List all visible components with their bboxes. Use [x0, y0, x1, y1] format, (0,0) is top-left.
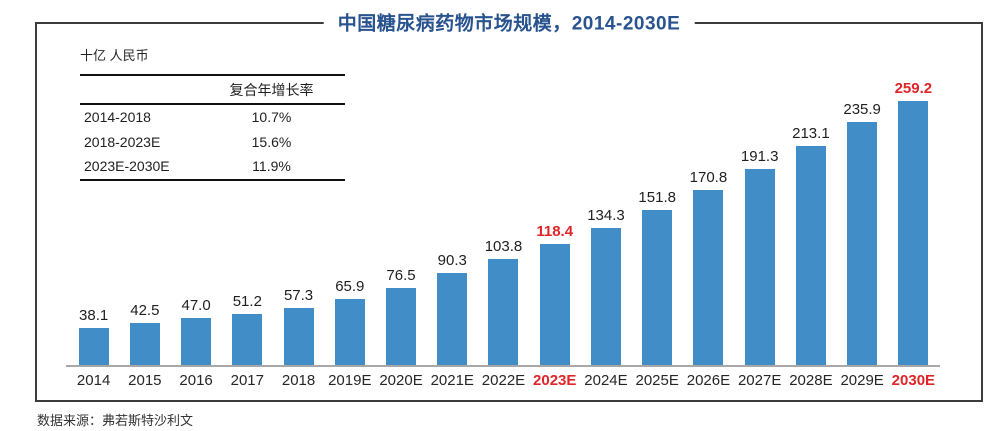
x-axis-tick-label: 2023E: [533, 372, 577, 389]
bar: [642, 209, 673, 367]
bar-slot: 118.4: [529, 80, 580, 367]
bar-value-label: 38.1: [79, 306, 109, 324]
bar-slot: 47.0: [170, 80, 221, 367]
bar-slot: 103.8: [478, 80, 529, 367]
x-axis-tick-label: 2014: [76, 372, 111, 389]
x-axis-tick-label: 2024E: [584, 372, 628, 389]
bar: [386, 287, 417, 367]
x-axis-tick-label: 2017: [230, 372, 264, 389]
bar-slot: 191.3: [734, 80, 785, 367]
bar-slot: 42.5: [119, 80, 170, 367]
x-axis-tick-label: 2025E: [635, 372, 679, 389]
bar-slot: 38.1: [68, 80, 119, 367]
bar-value-label: 51.2: [232, 292, 262, 310]
x-axis-tick-label: 2020E: [379, 372, 423, 389]
bar-slot: 235.9: [837, 80, 888, 367]
cagr-table: 复合年增长率 2014-2018 10.7% 2018-2023E 15.6% 2023…: [80, 74, 345, 181]
x-axis-tick-label: 2018: [281, 372, 316, 389]
bar: [334, 298, 365, 367]
cagr-table-row: 2018-2023E 15.6%: [80, 130, 345, 155]
bar-value-label: 170.8: [689, 168, 728, 186]
bar-value-label: 42.5: [130, 301, 160, 319]
bar-slot: 65.9: [324, 80, 375, 367]
bar-slot: 57.3: [273, 80, 324, 367]
bar: [590, 227, 621, 367]
bar-value-label: 213.1: [792, 124, 830, 142]
x-axis-tick-label: 2030E: [891, 372, 936, 389]
bar: [78, 327, 109, 367]
bar: [437, 273, 468, 367]
bar: [129, 322, 160, 367]
bar-slot: 170.8: [683, 80, 734, 367]
x-axis-tick-label: 2019E: [328, 372, 372, 389]
cagr-table-row: 2023E-2030E 11.9%: [80, 154, 345, 179]
bar-slot: 51.2: [222, 80, 273, 367]
bar-value-label: 90.3: [437, 252, 467, 270]
x-axis-tick-label: 2029E: [840, 372, 884, 389]
bar: [744, 168, 775, 367]
x-axis-tick-label: 2028E: [789, 372, 833, 389]
bar-value-label: 76.5: [386, 266, 416, 284]
bar-slot: 134.3: [580, 80, 631, 367]
chart-title: 中国糖尿病药物市场规模，2014-2030E: [323, 8, 695, 36]
bar: [283, 307, 314, 367]
bar-value-label: 151.8: [638, 188, 676, 206]
bar-value-label: 191.3: [740, 147, 779, 165]
bar-value-label: 47.0: [181, 297, 211, 315]
bar: [539, 244, 570, 367]
bar-slot: 76.5: [375, 80, 426, 367]
bar: [693, 189, 724, 367]
category-axis: 2014 2015 2016 2017 2018 2019E 2020E 2021E 2022E…: [68, 372, 939, 389]
x-axis-line: [66, 365, 940, 367]
bar-value-label: 259.2: [894, 80, 933, 97]
cagr-table-row: 2014-2018 10.7%: [80, 105, 345, 130]
bar: [795, 145, 826, 367]
bar-value-label: 103.8: [484, 238, 523, 256]
bar: [488, 259, 519, 367]
bar-value-label: 134.3: [587, 206, 625, 224]
bar: [232, 313, 263, 367]
bar-slot: 151.8: [632, 80, 683, 367]
cagr-table-header-row: 复合年增长率: [80, 76, 345, 105]
bar-slot: 213.1: [785, 80, 836, 367]
cagr-period: 2023E-2030E: [84, 158, 170, 175]
cagr-period: 2018-2023E: [84, 133, 161, 150]
cagr-header-label: 复合年增长率: [229, 81, 314, 98]
cagr-value: 10.7%: [251, 109, 292, 126]
bar-value-label: 57.3: [283, 286, 314, 304]
bar-value-label: 235.9: [843, 101, 881, 119]
bar: [847, 122, 878, 367]
cagr-table-body: 2014-2018 10.7% 2018-2023E 15.6% 2023E-2030E…: [80, 105, 345, 179]
data-source-note: 数据来源：弗若斯特沙利文: [37, 413, 194, 428]
x-axis-tick-label: 2022E: [481, 372, 526, 389]
x-axis-tick-label: 2027E: [737, 372, 782, 389]
bar-slot: 259.2: [888, 80, 939, 367]
bar: [181, 318, 212, 367]
x-axis-tick-label: 2021E: [430, 372, 474, 389]
cagr-value: 11.9%: [252, 158, 291, 175]
x-axis-tick-label: 2015: [128, 372, 162, 389]
bar: [898, 101, 929, 367]
cagr-period: 2014-2018: [84, 109, 151, 126]
cagr-value: 15.6%: [251, 133, 292, 150]
bar-slot: 90.3: [427, 80, 478, 367]
bar-value-label: 65.9: [335, 277, 365, 295]
bar-value-label: 118.4: [536, 223, 574, 241]
bars-row: 38.1 42.5 47.0 51.2 57.3 65.9 76.5 90.3 103.8 118…: [68, 80, 939, 367]
y-axis-unit-label: 十亿 人民币: [80, 48, 149, 63]
x-axis-tick-label: 2026E: [686, 372, 731, 389]
x-axis-tick-label: 2016: [179, 372, 213, 389]
